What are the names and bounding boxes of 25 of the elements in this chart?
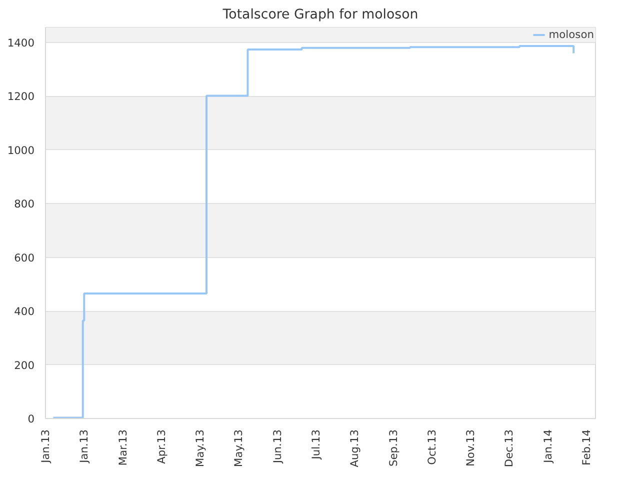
x-tick-label: Mar.13	[116, 429, 130, 466]
y-tick-label: 0	[28, 412, 35, 426]
y-tick-label: 1200	[7, 90, 35, 104]
x-tick-label: May.13	[194, 429, 207, 467]
x-tick-label: Nov.13	[464, 429, 478, 466]
x-tick-label: Apr.13	[154, 429, 168, 464]
x-tick-label: Jan.13	[39, 430, 52, 464]
legend-label: moloson	[548, 28, 594, 41]
x-tick-label: Dec.13	[502, 429, 516, 468]
chart-title: Totalscore Graph for moloson	[222, 8, 418, 22]
y-tick-label: 1400	[7, 36, 35, 50]
x-tick-label: Sep.13	[386, 429, 400, 467]
y-tick-label: 1000	[7, 144, 35, 157]
y-tick-label: 600	[14, 251, 35, 264]
y-tick-label: 400	[14, 305, 35, 318]
x-tick-label: Feb.14	[580, 429, 593, 466]
x-tick-label: Jun.13	[270, 429, 284, 464]
y-tick-label: 800	[14, 198, 35, 211]
x-tick-label: Jan.13	[78, 430, 91, 464]
x-tick-label: Jan.14	[541, 429, 554, 464]
x-tick-label: May.13	[232, 429, 246, 467]
x-tick-label: Aug.13	[348, 429, 362, 468]
y-tick-label: 200	[14, 358, 35, 372]
x-tick-label: Jul.13	[309, 429, 322, 460]
x-tick-label: Oct.13	[425, 429, 438, 465]
